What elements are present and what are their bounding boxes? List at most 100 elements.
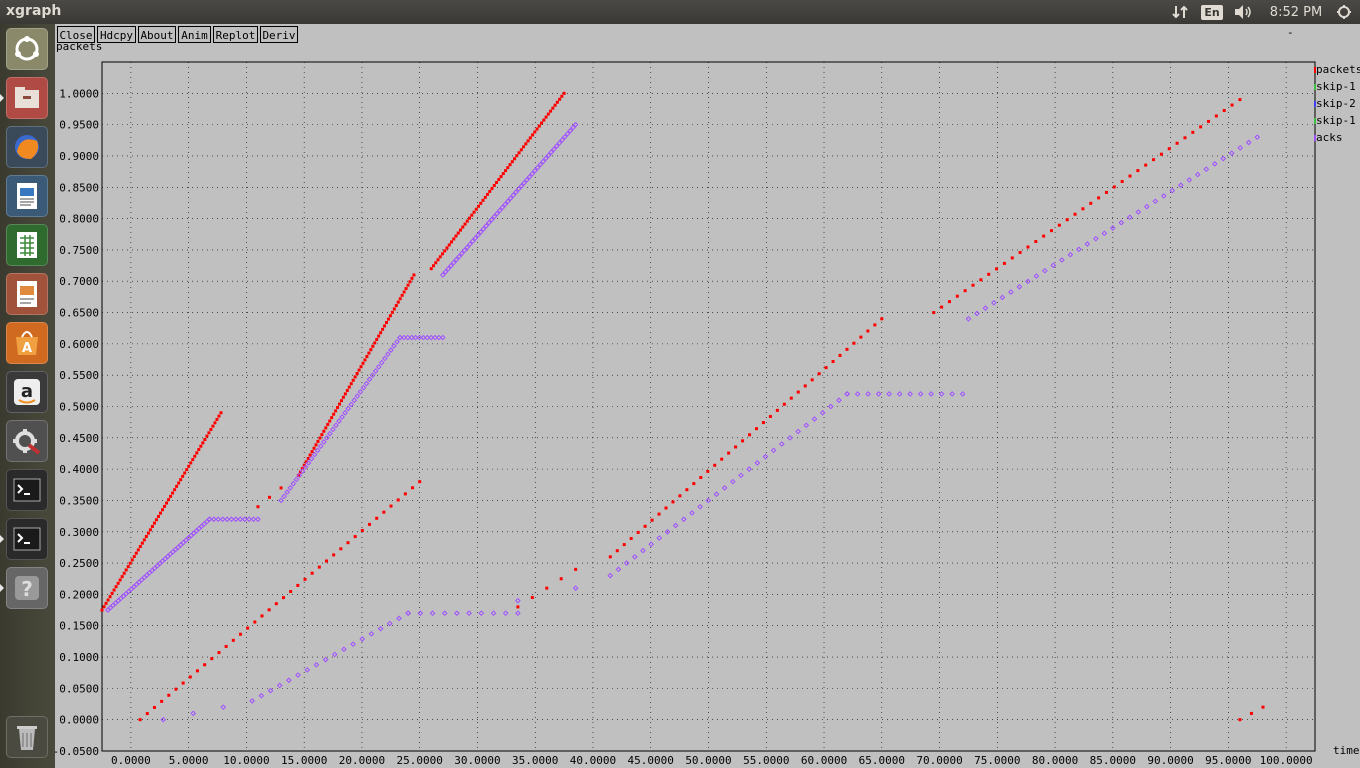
packet-point <box>308 453 312 457</box>
about-button[interactable]: About <box>138 26 176 43</box>
packet-point <box>122 571 126 575</box>
launcher-item[interactable] <box>6 716 48 758</box>
packet-point <box>504 169 508 173</box>
ack-point <box>220 704 227 710</box>
ack-point <box>228 516 235 523</box>
ack-point <box>991 299 997 306</box>
session-gear-icon[interactable] <box>1334 0 1354 24</box>
launcher-item[interactable] <box>6 273 48 315</box>
ack-point <box>672 522 679 529</box>
packet-point <box>533 130 537 134</box>
packet-point <box>699 475 703 479</box>
packet-point <box>150 524 154 528</box>
ack-point <box>480 226 487 232</box>
ack-point <box>1160 193 1167 199</box>
packet-point <box>540 121 544 125</box>
launcher-item[interactable] <box>6 28 48 70</box>
ack-point <box>369 372 376 379</box>
ack-point <box>211 516 217 523</box>
packet-point <box>268 495 272 499</box>
ack-point <box>333 422 339 429</box>
ack-point <box>388 347 394 353</box>
ack-point <box>491 213 498 220</box>
ack-point <box>518 183 525 189</box>
close-button[interactable]: Close <box>57 26 95 43</box>
packet-point <box>187 464 191 468</box>
replot-button[interactable]: Replot <box>213 26 258 43</box>
packet-point <box>142 538 146 542</box>
ack-point <box>928 391 934 397</box>
ack-point <box>250 516 257 523</box>
packet-point <box>468 216 472 220</box>
ack-point <box>345 405 352 412</box>
packet-point <box>126 565 130 569</box>
launcher-item[interactable]: ? <box>6 567 48 609</box>
deriv-button[interactable]: Deriv <box>260 26 298 43</box>
packet-point <box>531 133 535 137</box>
ack-point <box>267 687 274 694</box>
packet-point <box>134 551 138 555</box>
launcher-item[interactable] <box>6 224 48 266</box>
packet-point <box>185 468 189 472</box>
packet-point <box>296 473 300 477</box>
packet-point <box>1167 147 1171 151</box>
x-tick-label: 100.0000 <box>1260 754 1313 767</box>
ack-point <box>656 535 663 541</box>
packet-point <box>544 115 548 119</box>
packet-point <box>657 512 661 516</box>
ack-point <box>351 397 358 404</box>
ack-point <box>680 516 687 523</box>
packet-point <box>355 371 359 375</box>
packet-point <box>231 638 235 642</box>
clock[interactable]: 8:52 PM <box>1269 4 1323 20</box>
ack-point <box>896 391 903 397</box>
ack-point <box>322 656 329 663</box>
packet-point <box>330 416 334 420</box>
ack-point <box>350 641 356 647</box>
hdcpy-button[interactable]: Hdcpy <box>97 26 136 43</box>
launcher-item[interactable]: a <box>6 371 48 413</box>
packet-point <box>341 395 345 399</box>
packet-point <box>106 598 110 602</box>
packet-point <box>461 225 465 229</box>
network-icon[interactable] <box>1170 0 1190 24</box>
ack-point <box>542 155 549 162</box>
packet-point <box>542 118 546 122</box>
packet-point <box>1261 705 1265 709</box>
ack-point <box>475 232 481 238</box>
packet-point <box>608 555 612 559</box>
packet-point <box>1034 240 1038 244</box>
packet-point <box>281 596 285 600</box>
packet-point <box>114 585 118 589</box>
packet-point <box>615 549 619 553</box>
launcher-item[interactable] <box>6 77 48 119</box>
x-tick-label: 40.0000 <box>570 754 616 767</box>
packet-point <box>470 213 474 217</box>
volume-icon[interactable] <box>1232 0 1256 24</box>
packet-point <box>302 463 306 467</box>
packet-point <box>1199 125 1203 129</box>
packet-point <box>224 644 228 648</box>
packet-point <box>332 412 336 416</box>
ack-point <box>982 305 989 311</box>
launcher-item[interactable]: A <box>6 322 48 364</box>
launcher-item[interactable] <box>6 518 48 560</box>
packet-point <box>574 567 578 571</box>
ack-point <box>689 510 695 516</box>
packet-point <box>161 508 165 512</box>
packet-point <box>253 620 257 624</box>
anim-button[interactable]: Anim <box>178 26 211 43</box>
window-title: xgraph <box>6 3 62 19</box>
ack-point <box>336 418 342 424</box>
launcher-item[interactable] <box>6 175 48 217</box>
packet-point <box>438 255 442 259</box>
ack-point <box>959 391 966 397</box>
y-tick-label: 0.1000 <box>59 651 99 664</box>
x-tick-label: 25.0000 <box>397 754 443 767</box>
launcher-item[interactable] <box>6 469 48 511</box>
launcher-item[interactable] <box>6 420 48 462</box>
launcher-item[interactable] <box>6 126 48 168</box>
keyboard-layout-icon[interactable]: En <box>1201 0 1223 24</box>
y-tick-label: 0.8500 <box>59 181 99 194</box>
ack-point <box>278 497 284 504</box>
